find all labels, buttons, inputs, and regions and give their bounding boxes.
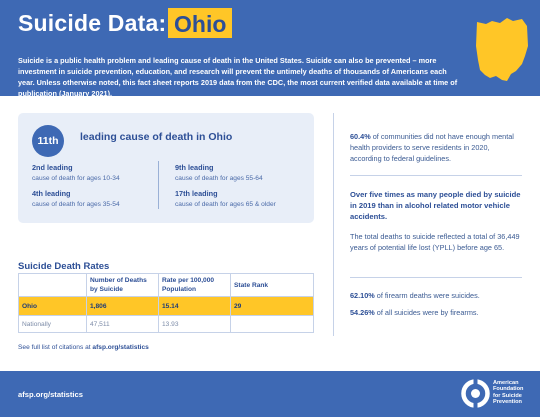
table-header-cell: State Rank xyxy=(230,273,314,297)
stat-value: 60.4% xyxy=(350,132,371,141)
row-label: Nationally xyxy=(18,315,87,333)
page-title: Suicide Data: xyxy=(18,10,167,36)
deaths-cell: 47,511 xyxy=(86,315,159,333)
rate-cell: 15.14 xyxy=(158,296,231,316)
table-header-cell: Rate per 100,000 Population xyxy=(158,273,231,297)
citation-text: See full list of citations at xyxy=(18,344,91,351)
rank-cell: 29 xyxy=(230,296,314,316)
logo-line: American xyxy=(493,380,519,386)
intro-paragraph: Suicide is a public health problem and l… xyxy=(18,56,458,98)
stat-text: of firearm deaths were suicides. xyxy=(376,291,480,300)
afsp-lifebuoy-logo-icon xyxy=(461,379,490,408)
logo-line: Prevention xyxy=(493,399,522,406)
table-row: Ohio 1,806 15.14 29 xyxy=(18,296,314,316)
stat-text: of communities did not have enough menta… xyxy=(350,132,514,163)
table-header-row: Number of Deaths by Suicide Rate per 100… xyxy=(18,273,314,297)
header-banner: Suicide Data: Ohio Suicide is a public h… xyxy=(0,0,540,98)
deaths-cell: 1,806 xyxy=(86,296,159,316)
rate-cell: 13.93 xyxy=(158,315,231,333)
table-row: Nationally 47,511 13.93 xyxy=(18,315,314,333)
vehicle-comparison-stat: Over five times as many people died by s… xyxy=(350,190,521,221)
table-header-cell: Number of Deaths by Suicide xyxy=(86,273,159,297)
footer-bar: afsp.org/statistics American Foundation … xyxy=(0,371,540,417)
cause-item: 9th leading cause of death for ages 55-6… xyxy=(175,163,263,184)
cause-rank: 2nd leading xyxy=(32,163,73,172)
citation-note: See full list of citations at afsp.org/s… xyxy=(18,344,149,351)
cause-item: 17th leading cause of death for ages 65 … xyxy=(175,189,276,210)
table-header-cell xyxy=(18,273,87,297)
rates-title: Suicide Death Rates xyxy=(18,261,110,272)
cause-rank: 17th leading xyxy=(175,189,218,198)
panel-divider xyxy=(158,161,159,209)
rank-cell xyxy=(230,315,314,333)
stat-value: 54.26% xyxy=(350,308,375,317)
row-label: Ohio xyxy=(18,296,87,316)
firearm-deaths-stat: 62.10% of firearm deaths were suicides. xyxy=(350,290,522,301)
logo-line: for Suicide xyxy=(493,392,522,399)
logo-line: Foundation xyxy=(493,386,524,393)
cause-item: 4th leading cause of death for ages 35-5… xyxy=(32,189,120,210)
stat-value: 62.10% xyxy=(350,291,375,300)
ohio-map-icon xyxy=(476,18,528,81)
state-name-badge: Ohio xyxy=(168,8,233,38)
leading-cause-text: leading cause of death in Ohio xyxy=(80,131,233,143)
cause-item: 2nd leading cause of death for ages 10-3… xyxy=(32,163,120,184)
footer-link[interactable]: afsp.org/statistics xyxy=(18,390,83,399)
ypll-stat: The total deaths to suicide reflected a … xyxy=(350,232,520,252)
death-rates-table: Number of Deaths by Suicide Rate per 100… xyxy=(18,273,314,333)
column-divider xyxy=(333,113,334,336)
citation-link[interactable]: afsp.org/statistics xyxy=(92,344,149,351)
section-divider xyxy=(350,175,522,176)
cause-desc: cause of death for ages 35-54 xyxy=(32,201,120,208)
provider-shortage-stat: 60.4% of communities did not have enough… xyxy=(350,131,522,164)
logo-wordmark: American Foundation for Suicide Preventi… xyxy=(493,380,523,406)
cause-rank: 4th leading xyxy=(32,189,71,198)
cause-desc: cause of death for ages 65 & older xyxy=(175,201,276,208)
leading-cause-panel: 11th leading cause of death in Ohio 2nd … xyxy=(18,113,314,223)
cause-desc: cause of death for ages 10-34 xyxy=(32,175,120,182)
firearm-suicides-stat: 54.26% of all suicides were by firearms. xyxy=(350,307,522,318)
rank-badge: 11th xyxy=(32,125,64,157)
stat-text: of all suicides were by firearms. xyxy=(376,308,479,317)
cause-desc: cause of death for ages 55-64 xyxy=(175,175,263,182)
section-divider xyxy=(350,277,522,278)
cause-rank: 9th leading xyxy=(175,163,214,172)
